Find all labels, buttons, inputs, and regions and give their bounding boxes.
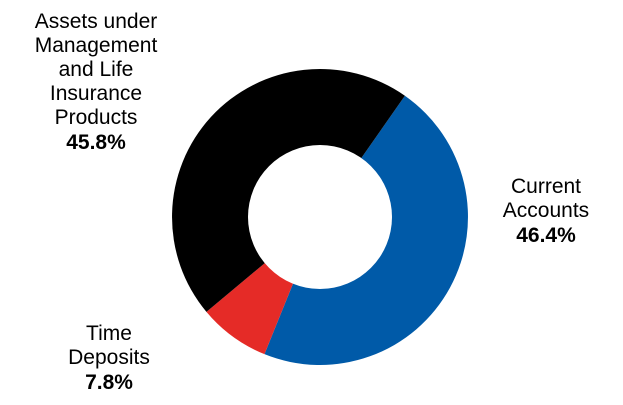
donut-hole bbox=[248, 145, 392, 289]
slice-label-line: Deposits bbox=[68, 346, 150, 369]
slice-value-label: 46.4% bbox=[516, 224, 576, 247]
slice-value-label: 45.8% bbox=[66, 131, 126, 154]
slice-label-line: Insurance bbox=[50, 82, 142, 105]
slice-label-line: Time bbox=[86, 322, 132, 345]
slice-label-line: Assets under bbox=[35, 10, 158, 33]
slice-label-line: Management bbox=[35, 34, 158, 57]
slice-label-line: and Life bbox=[59, 58, 134, 81]
slice-label-line: Current bbox=[511, 175, 581, 198]
slice-label-line: Products bbox=[55, 106, 138, 129]
slice-label-line: Accounts bbox=[503, 199, 589, 222]
slice-value-label: 7.8% bbox=[85, 371, 133, 394]
